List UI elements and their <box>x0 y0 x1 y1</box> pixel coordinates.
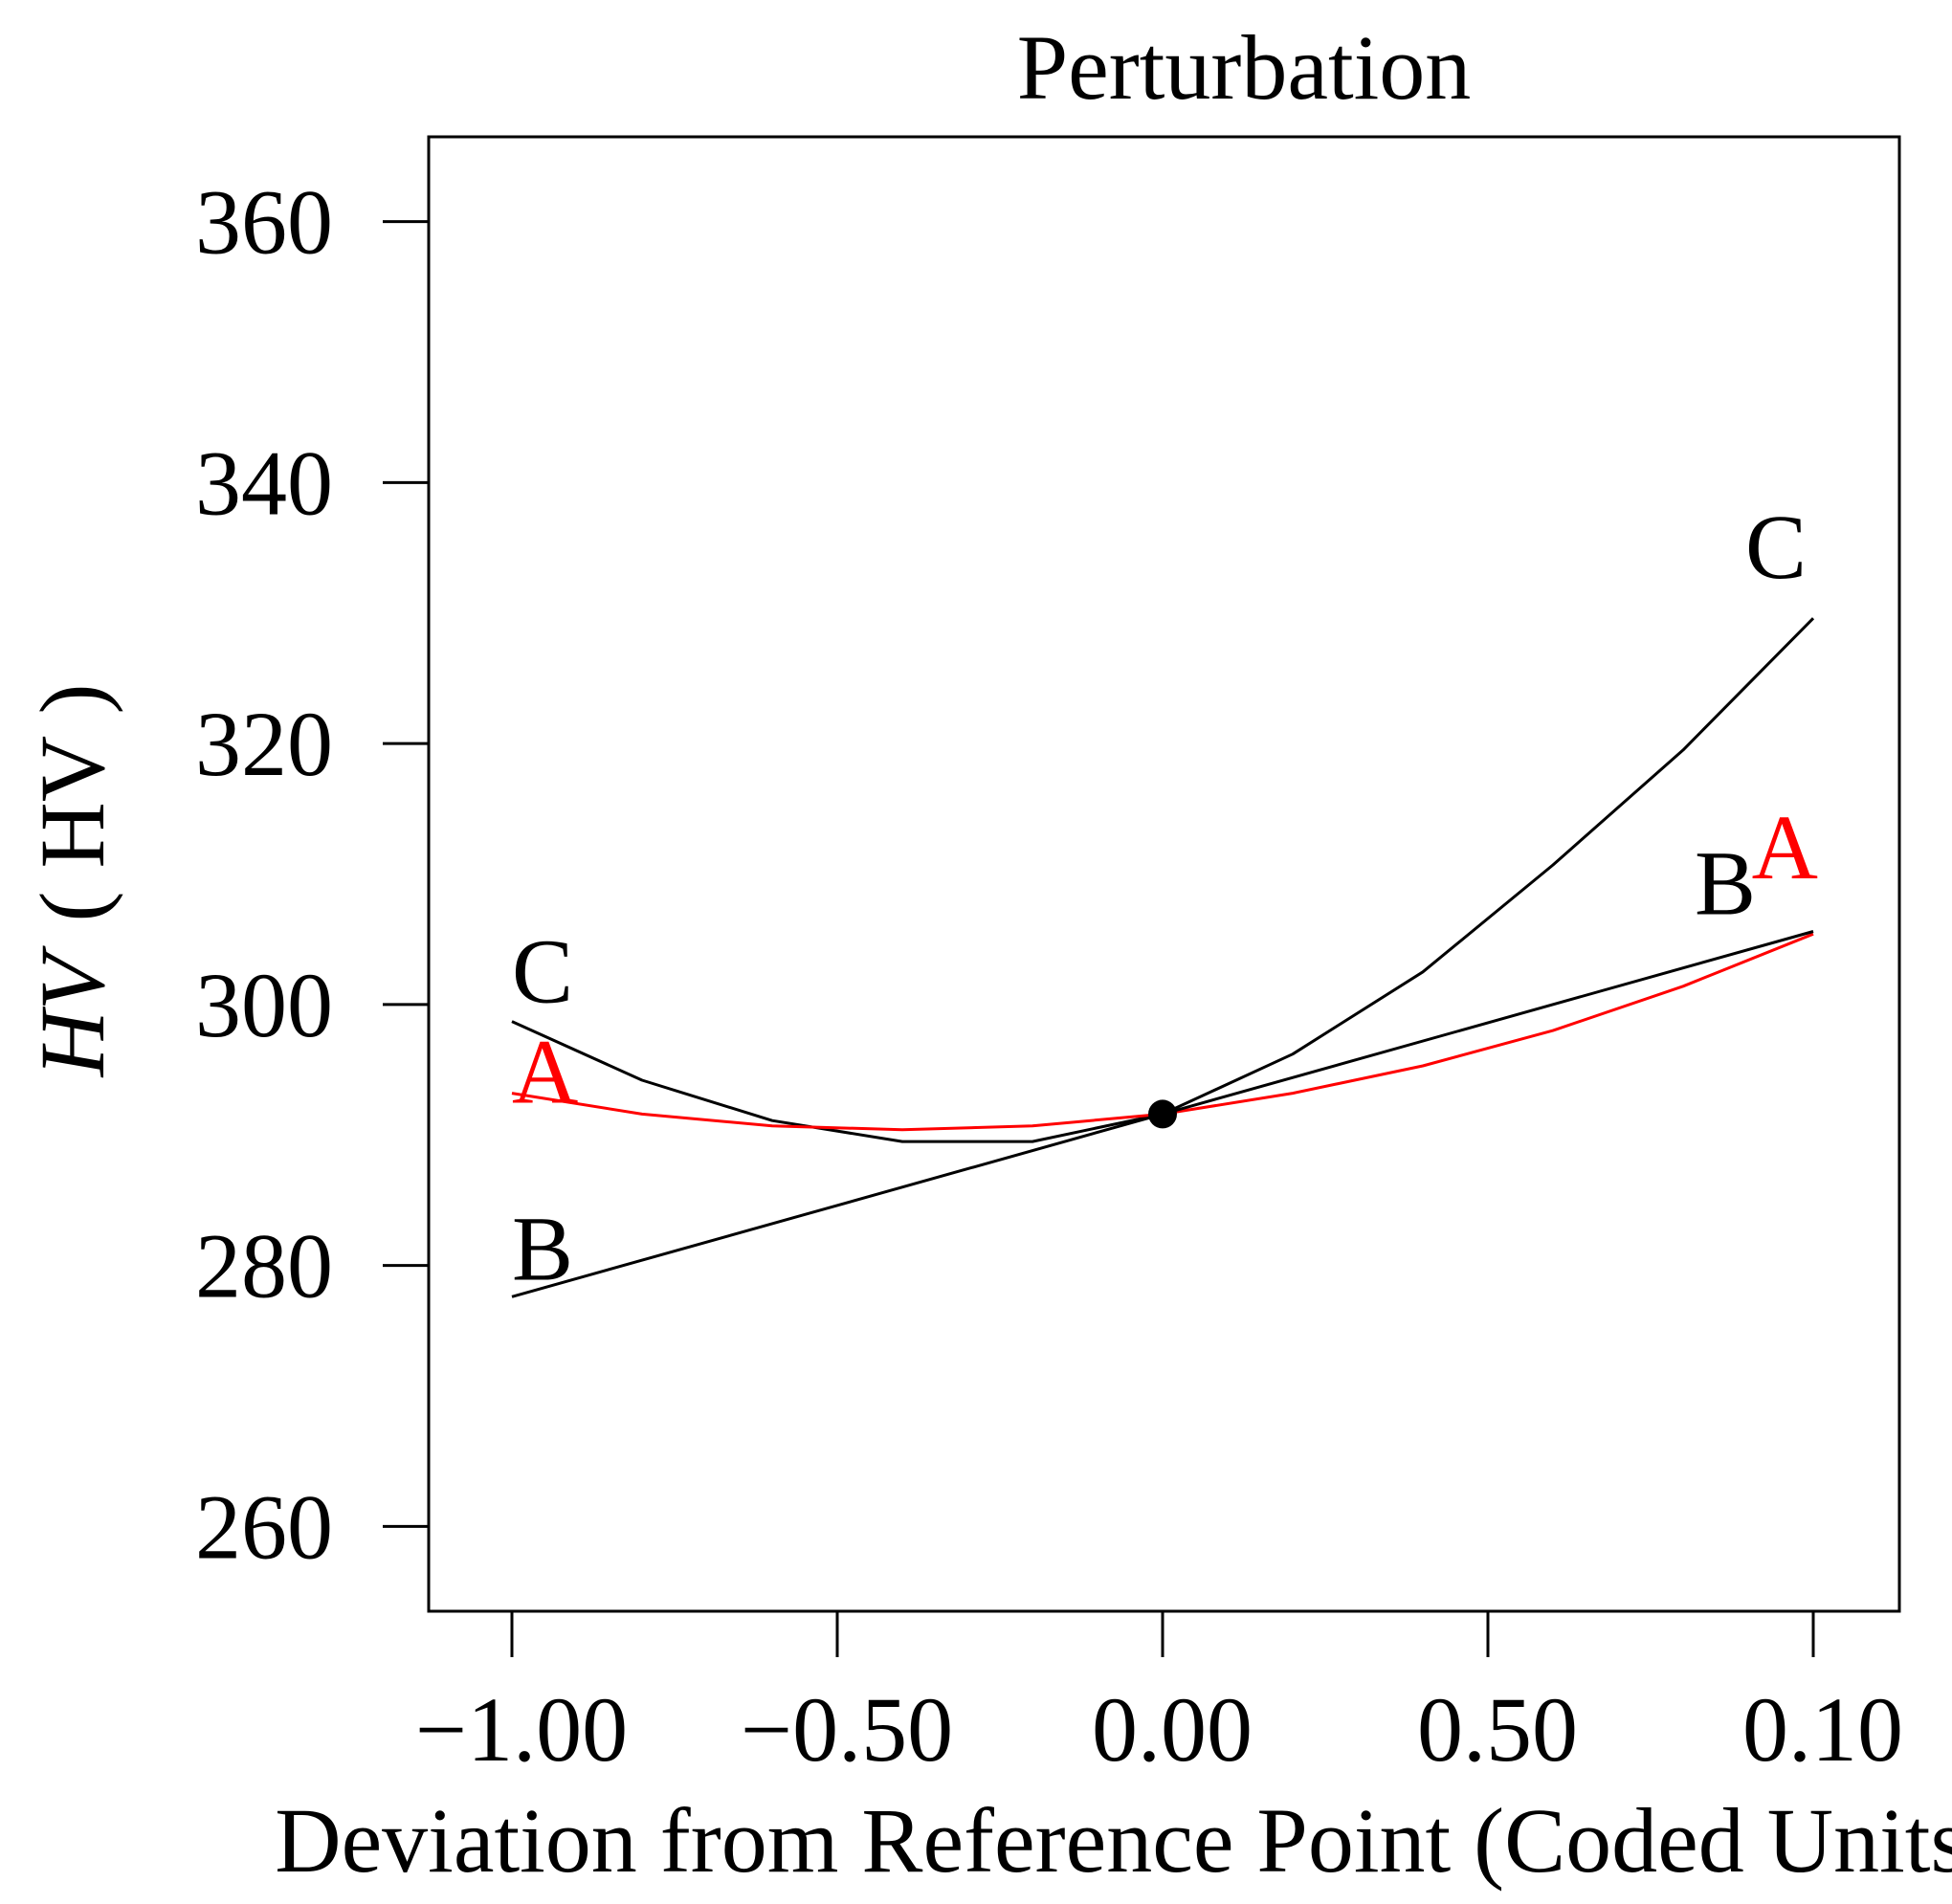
y-axis-title-unit: ( HV ) <box>21 684 123 922</box>
series-label-b-left: B <box>512 1197 573 1299</box>
chart-title: Perturbation <box>1017 16 1472 119</box>
reference-point-marker <box>1148 1099 1177 1129</box>
x-tick-label: 0.00 <box>1092 1678 1253 1781</box>
y-tick-label: 300 <box>195 954 333 1056</box>
x-tick-label: 0.10 <box>1742 1678 1903 1781</box>
y-axis-title: HV ( HV ) <box>21 684 123 1079</box>
y-axis: 260 280 300 320 340 360 <box>195 171 429 1578</box>
y-tick-label: 340 <box>195 432 333 534</box>
x-tick-label: −0.50 <box>741 1678 953 1781</box>
y-tick-label: 280 <box>195 1215 333 1317</box>
series-label-c-right: C <box>1745 496 1807 598</box>
x-tick-label: −1.00 <box>415 1678 628 1781</box>
x-axis-title: Deviation from Reference Point (Coded Un… <box>275 1789 1952 1892</box>
x-tick-label: 0.50 <box>1417 1678 1578 1781</box>
y-tick-label: 260 <box>195 1475 333 1578</box>
y-tick-label: 320 <box>195 693 333 795</box>
series-label-c-left: C <box>512 920 573 1023</box>
series-layer <box>511 617 1815 1298</box>
series-label-b-right: B <box>1695 832 1756 935</box>
y-tick-label: 360 <box>195 171 333 274</box>
y-axis-title-variable: HV <box>21 945 123 1078</box>
x-axis: −1.00 −0.50 0.00 0.50 0.10 <box>415 1611 1903 1781</box>
series-label-a-left: A <box>512 1021 578 1123</box>
series-label-a-right: A <box>1752 796 1818 898</box>
